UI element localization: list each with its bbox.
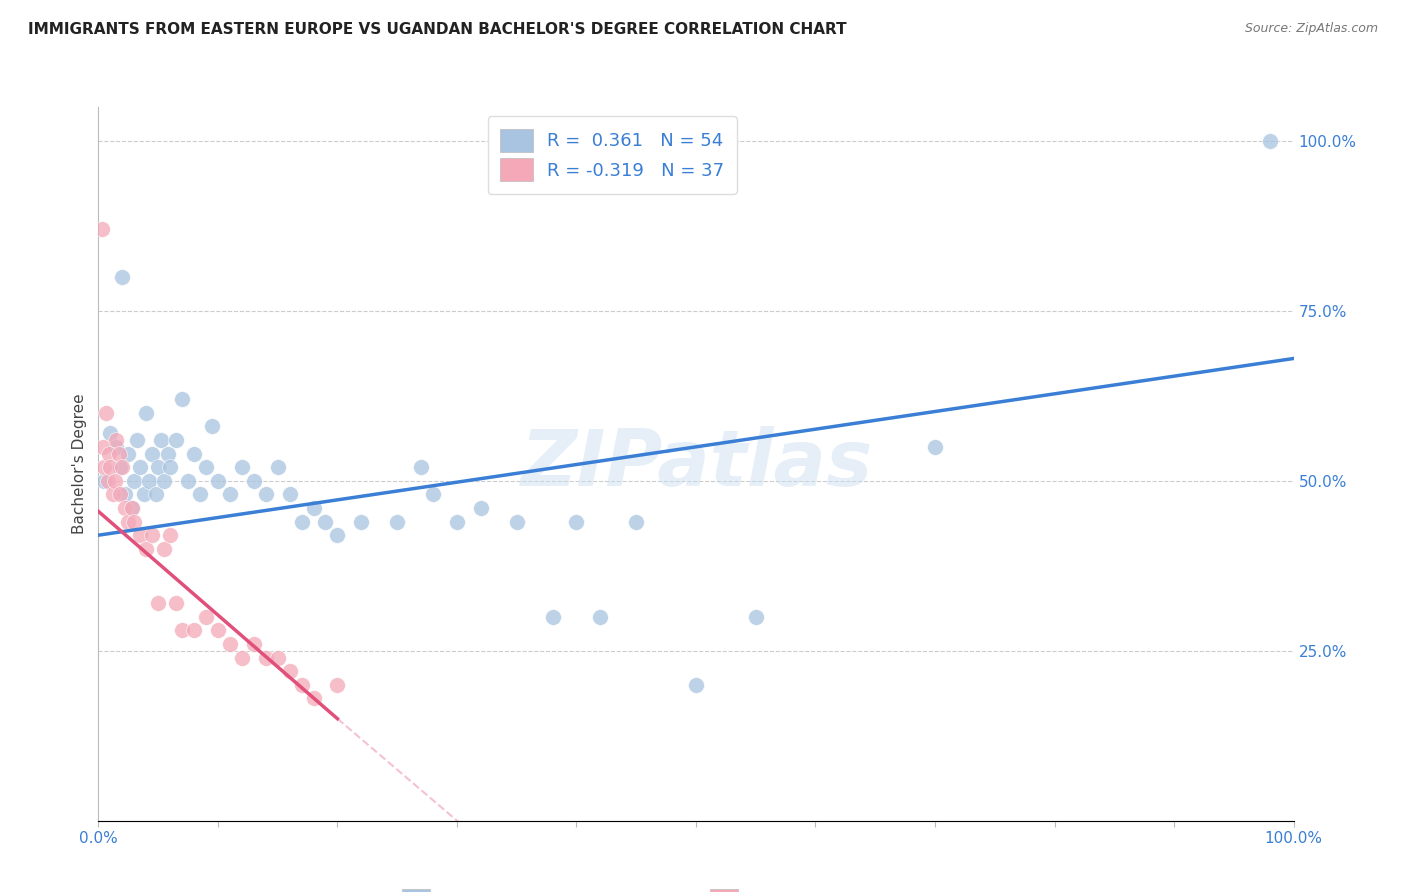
Point (254, 650, 277, 665)
Point (219, 637, 242, 651)
Point (411, 460, 433, 475)
Point (141, 528, 163, 542)
Point (135, 406, 157, 420)
Point (1258, 134, 1281, 148)
Point (172, 624, 194, 638)
Point (254, 487, 277, 501)
Point (156, 447, 179, 461)
Point (385, 515, 409, 529)
Point (108, 487, 131, 501)
Point (315, 515, 337, 529)
Point (302, 691, 325, 706)
Point (145, 487, 167, 501)
Point (148, 460, 170, 475)
Point (125, 433, 148, 447)
Point (107, 447, 129, 461)
Point (114, 487, 136, 501)
Point (350, 515, 373, 529)
Point (183, 624, 205, 638)
Point (101, 487, 124, 501)
Point (117, 447, 139, 461)
Point (219, 487, 242, 501)
Point (470, 501, 492, 516)
Legend: Immigrants from Eastern Europe, Ugandans: Immigrants from Eastern Europe, Ugandans (395, 882, 830, 892)
Point (326, 678, 349, 692)
Point (565, 515, 588, 529)
Point (278, 487, 301, 501)
Point (148, 596, 170, 610)
Point (172, 392, 194, 407)
Point (159, 460, 181, 475)
Point (91, 222, 114, 236)
Point (541, 609, 564, 624)
Point (446, 515, 468, 529)
Text: IMMIGRANTS FROM EASTERN EUROPE VS UGANDAN BACHELOR'S DEGREE CORRELATION CHART: IMMIGRANTS FROM EASTERN EUROPE VS UGANDA… (28, 22, 846, 37)
Point (93, 460, 115, 475)
Point (111, 269, 134, 284)
Point (129, 528, 152, 542)
Point (290, 678, 312, 692)
Point (243, 637, 266, 651)
Point (231, 460, 253, 475)
Point (121, 501, 143, 516)
Point (108, 460, 131, 475)
Y-axis label: Bachelor's Degree: Bachelor's Degree (72, 393, 87, 534)
Point (924, 440, 946, 454)
Point (97, 474, 120, 488)
Point (135, 541, 157, 556)
Point (422, 487, 444, 501)
Point (124, 474, 146, 488)
Point (138, 474, 160, 488)
Point (626, 515, 648, 529)
Point (278, 664, 301, 678)
Point (267, 650, 290, 665)
Point (201, 419, 224, 434)
Point (104, 474, 127, 488)
Point (94, 406, 117, 420)
Point (231, 650, 253, 665)
Point (188, 487, 211, 501)
Point (177, 474, 200, 488)
Point (129, 460, 152, 475)
Point (114, 501, 136, 516)
Point (105, 433, 128, 447)
Point (290, 515, 312, 529)
Point (183, 447, 205, 461)
Point (159, 528, 181, 542)
Point (326, 528, 349, 542)
Point (165, 433, 187, 447)
Point (165, 596, 187, 610)
Point (93, 474, 115, 488)
Point (153, 474, 176, 488)
Point (207, 474, 229, 488)
Point (506, 515, 529, 529)
Point (243, 474, 266, 488)
Point (124, 515, 146, 529)
Point (98, 460, 122, 475)
Point (149, 433, 172, 447)
Point (153, 541, 176, 556)
Point (105, 440, 128, 454)
Point (267, 460, 290, 475)
Point (194, 609, 218, 624)
Point (589, 609, 612, 624)
Point (194, 460, 218, 475)
Point (302, 501, 325, 516)
Point (98, 447, 121, 461)
Point (121, 501, 143, 516)
Text: Source: ZipAtlas.com: Source: ZipAtlas.com (1244, 22, 1378, 36)
Point (91, 440, 114, 454)
Point (117, 515, 139, 529)
Point (132, 487, 155, 501)
Point (141, 447, 163, 461)
Text: ZIPatlas: ZIPatlas (520, 425, 872, 502)
Point (685, 678, 707, 692)
Point (111, 460, 134, 475)
Point (207, 624, 229, 638)
Point (745, 609, 768, 624)
Point (98, 426, 122, 441)
